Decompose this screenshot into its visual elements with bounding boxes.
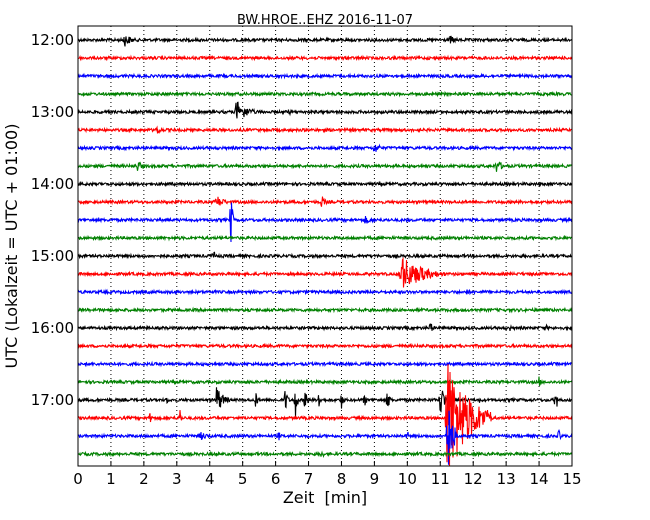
trace-line xyxy=(77,288,573,296)
x-tick-label: 10 xyxy=(398,470,417,488)
x-axis-label: Zeit [min] xyxy=(283,488,367,507)
y-axis-ticks: 12:00 13:00 14:00 15:00 16:00 17:00 xyxy=(31,31,83,409)
x-tick-label: 14 xyxy=(530,470,549,488)
x-tick-label: 4 xyxy=(205,470,215,488)
trace-line xyxy=(77,143,573,152)
trace-line xyxy=(77,54,573,62)
trace-line xyxy=(77,180,573,188)
y-tick-label: 15:00 xyxy=(31,247,74,265)
x-tick-label: 5 xyxy=(238,470,248,488)
y-axis-label: UTC (Lokalzeit = UTC + 01:00) xyxy=(2,124,21,369)
plot-frame xyxy=(77,25,573,467)
x-tick-label: 15 xyxy=(562,470,581,488)
x-tick-label: 1 xyxy=(106,470,116,488)
y-tick-label: 13:00 xyxy=(31,103,74,121)
x-tick-label: 13 xyxy=(497,470,516,488)
x-axis-ticks: 0 1 2 3 4 5 6 7 8 9 10 11 12 13 14 15 xyxy=(73,461,582,488)
chart-title: BW.HROE..EHZ 2016-11-07 xyxy=(237,13,413,28)
trace-line xyxy=(77,202,573,243)
x-tick-label: 7 xyxy=(304,470,314,488)
trace-line xyxy=(77,387,573,418)
trace-line xyxy=(77,364,573,467)
trace-line xyxy=(78,306,573,314)
trace-line xyxy=(77,376,573,386)
y-tick-label: 12:00 xyxy=(31,31,74,49)
x-tick-label: 3 xyxy=(172,470,182,488)
trace-line xyxy=(77,342,573,350)
seismic-traces xyxy=(77,35,573,467)
trace-line xyxy=(77,72,573,80)
x-tick-label: 6 xyxy=(271,470,281,488)
trace-line xyxy=(77,125,573,134)
trace-line xyxy=(77,360,573,368)
trace-line xyxy=(77,410,573,465)
x-tick-label: 0 xyxy=(73,470,83,488)
trace-line xyxy=(77,450,573,458)
trace-line xyxy=(77,196,573,207)
trace-line xyxy=(77,101,573,119)
trace-line xyxy=(77,256,573,288)
trace-line xyxy=(77,251,573,260)
trace-line xyxy=(77,323,573,332)
x-tick-label: 2 xyxy=(139,470,149,488)
trace-line xyxy=(77,234,573,242)
y-tick-label: 17:00 xyxy=(31,391,74,409)
x-tick-label: 8 xyxy=(337,470,347,488)
trace-line xyxy=(77,90,573,98)
grid-lines xyxy=(110,26,540,466)
y-tick-label: 16:00 xyxy=(31,319,74,337)
x-tick-label: 11 xyxy=(431,470,450,488)
x-tick-label: 12 xyxy=(464,470,483,488)
y-tick-label: 14:00 xyxy=(31,175,74,193)
x-tick-label: 9 xyxy=(370,470,380,488)
trace-line xyxy=(77,161,573,172)
trace-line xyxy=(77,35,573,47)
